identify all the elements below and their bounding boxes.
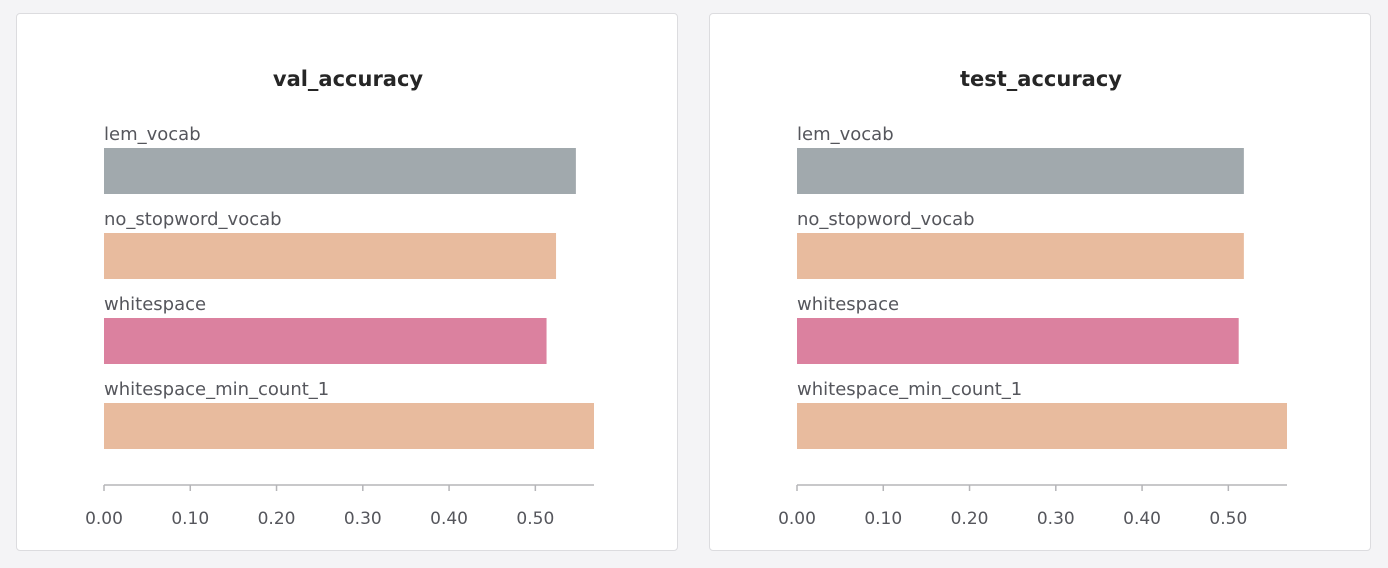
x-tick-label: 0.20 <box>951 509 989 529</box>
x-tick-label: 0.50 <box>516 509 554 529</box>
bar-whitespace-min-count-1[interactable] <box>104 403 594 449</box>
category-label-whitespace-min-count-1: whitespace_min_count_1 <box>104 379 329 400</box>
bar-lem-vocab[interactable] <box>104 148 576 194</box>
category-label-whitespace: whitespace <box>104 294 206 315</box>
x-tick-label: 0.30 <box>344 509 382 529</box>
x-tick-label: 0.30 <box>1037 509 1075 529</box>
chart-svg-val-accuracy: val_accuracy lem_vocab no_stopword_vocabwh… <box>85 67 594 529</box>
x-tick-label: 0.20 <box>258 509 296 529</box>
bar-whitespace[interactable] <box>104 318 547 364</box>
chart-svg-test-accuracy: test_accuracy lem_vocab no_stopword_vocabw… <box>778 67 1287 529</box>
category-label-no-stopword-vocab: no_stopword_vocab <box>104 209 282 230</box>
category-label-whitespace: whitespace <box>797 294 899 315</box>
category-label-whitespace-min-count-1: whitespace_min_count_1 <box>797 379 1022 400</box>
x-tick-label: 0.40 <box>1123 509 1161 529</box>
category-label-lem-vocab: lem_vocab <box>104 124 201 145</box>
bar-no-stopword-vocab[interactable] <box>797 233 1244 279</box>
x-tick-label: 0.40 <box>430 509 468 529</box>
chart-title: test_accuracy <box>960 67 1122 91</box>
x-tick-label: 0.00 <box>85 509 123 529</box>
chart-title: val_accuracy <box>273 67 424 91</box>
x-tick-label: 0.10 <box>171 509 209 529</box>
bar-whitespace[interactable] <box>797 318 1239 364</box>
bar-lem-vocab[interactable] <box>797 148 1244 194</box>
x-tick-label: 0.50 <box>1209 509 1247 529</box>
x-tick-label: 0.00 <box>778 509 816 529</box>
category-label-no-stopword-vocab: no_stopword_vocab <box>797 209 975 230</box>
bar-no-stopword-vocab[interactable] <box>104 233 557 279</box>
bar-whitespace-min-count-1[interactable] <box>797 403 1287 449</box>
category-label-lem-vocab: lem_vocab <box>797 124 894 145</box>
x-tick-label: 0.10 <box>864 509 902 529</box>
